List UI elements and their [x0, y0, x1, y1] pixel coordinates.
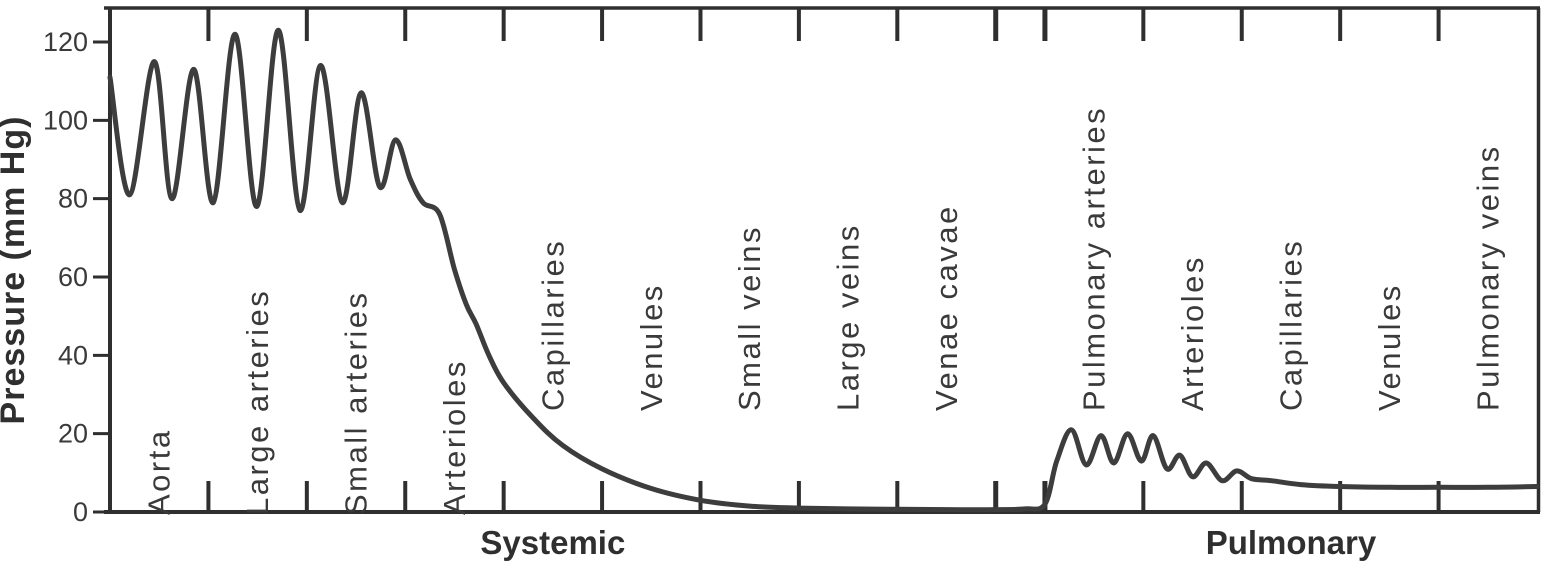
segment-label: Venules	[634, 283, 669, 411]
segment-label: Large veins	[831, 223, 866, 411]
pressure-curve	[107, 27, 1540, 513]
y-tick-label: 60	[58, 262, 88, 292]
y-tick-label: 80	[58, 184, 88, 214]
segment-label: Pulmonary arteries	[1077, 106, 1112, 411]
y-tick-label: 20	[58, 419, 88, 449]
segment-label: Large arteries	[240, 289, 275, 515]
segment-label: Arterioles	[1175, 255, 1210, 411]
segment-label: Aorta	[142, 428, 177, 515]
segment-label: Small veins	[732, 225, 767, 411]
y-tick-label: 40	[58, 340, 88, 370]
segment-label: Small arteries	[339, 291, 374, 516]
segment-label: Arterioles	[437, 359, 472, 515]
section-label: Pulmonary	[1206, 524, 1377, 561]
segment-label: Venae cavae	[929, 204, 964, 411]
segment-label: Venules	[1372, 283, 1407, 411]
y-tick-label: 0	[73, 497, 88, 527]
y-axis-title: Pressure (mm Hg)	[0, 116, 32, 425]
segment-label: Capillaries	[1273, 239, 1308, 411]
y-tick-label: 120	[43, 27, 88, 57]
section-label: Systemic	[480, 524, 625, 561]
segment-label: Pulmonary veins	[1470, 144, 1505, 411]
y-tick-label: 100	[43, 105, 88, 135]
segment-label: Capillaries	[535, 239, 570, 411]
